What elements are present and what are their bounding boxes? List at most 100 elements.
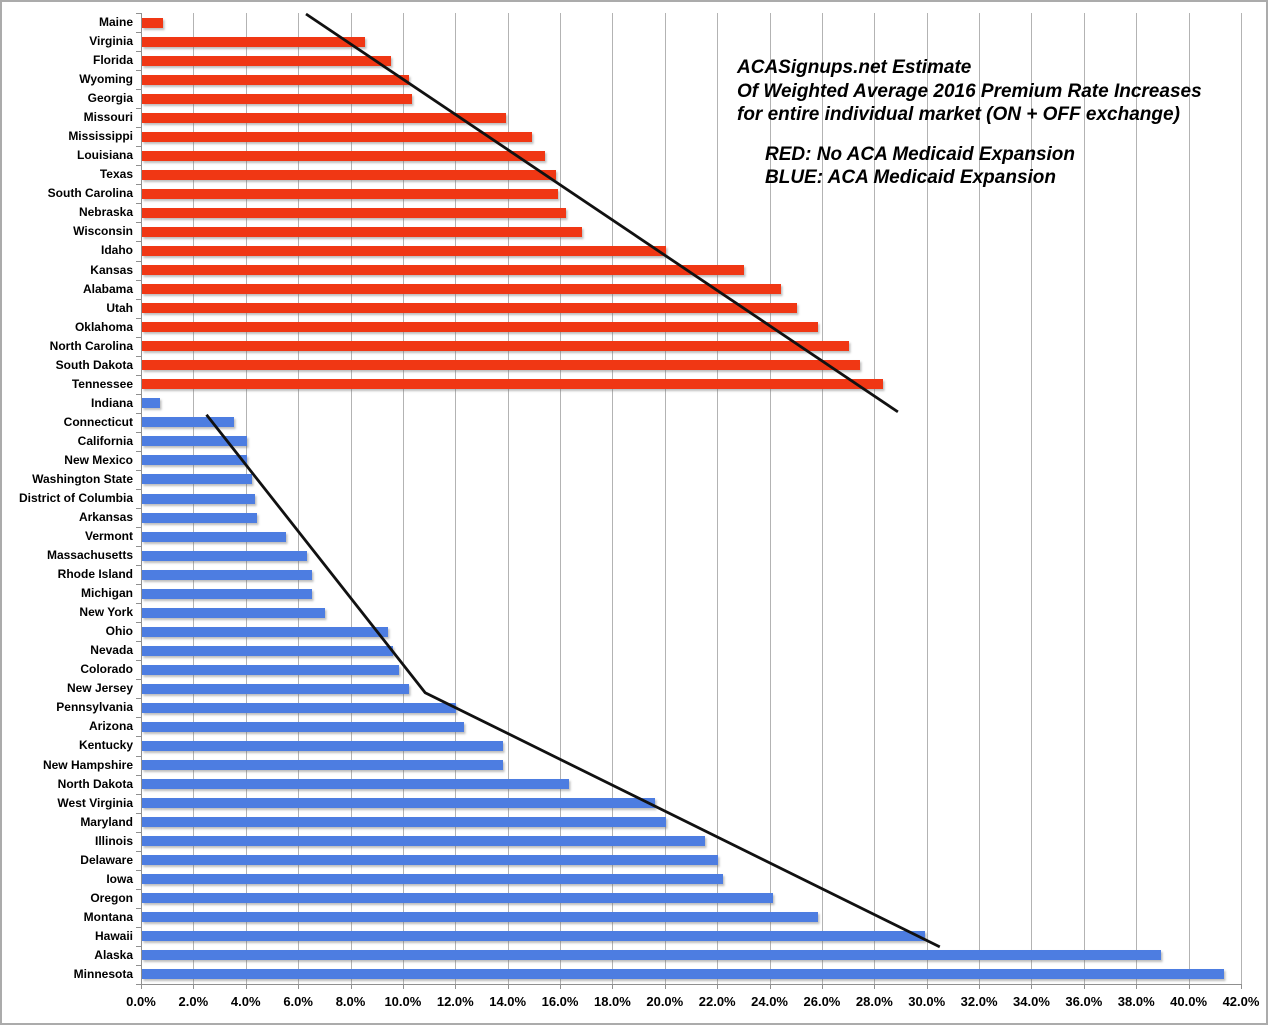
state-label: Indiana <box>90 395 133 410</box>
bar-alaska <box>142 950 1161 961</box>
bar-district-of-columbia <box>142 493 255 504</box>
bar-illinois <box>142 836 706 847</box>
bar-wyoming <box>142 74 410 85</box>
chart-title-block: ACASignups.net Estimate Of Weighted Aver… <box>737 56 1202 190</box>
y-axis-line <box>141 13 142 984</box>
y-axis-tick <box>136 945 141 947</box>
gridline <box>979 13 981 984</box>
state-label: Wisconsin <box>73 224 133 239</box>
y-axis-tick <box>136 51 141 53</box>
bar-california <box>142 436 247 447</box>
y-axis-tick <box>136 317 141 319</box>
gridline <box>1083 13 1085 984</box>
gridline <box>717 13 719 984</box>
y-axis-tick <box>136 717 141 719</box>
y-axis-tick <box>136 508 141 510</box>
state-label: Kentucky <box>78 738 133 753</box>
bar-oregon <box>142 893 774 904</box>
state-label: California <box>77 433 133 448</box>
bar-west-virginia <box>142 798 656 809</box>
legend-spacer <box>737 127 1202 143</box>
bar-missouri <box>142 112 507 123</box>
bar-utah <box>142 303 797 314</box>
x-axis-tick <box>193 984 195 989</box>
y-axis-tick <box>136 584 141 586</box>
legend-red-label: RED: No ACA Medicaid Expansion <box>765 143 1076 165</box>
x-axis-tick-label: 2.0% <box>178 994 209 1009</box>
x-axis-tick-label: 28.0% <box>855 994 893 1009</box>
state-label: Virginia <box>89 34 133 49</box>
state-label: North Carolina <box>49 338 133 353</box>
state-label: Montana <box>83 909 133 924</box>
bar-alabama <box>142 284 782 295</box>
state-label: Hawaii <box>94 928 133 943</box>
y-axis-tick <box>136 850 141 852</box>
bar-minnesota <box>142 969 1224 980</box>
x-axis-tick-label: 32.0% <box>960 994 998 1009</box>
x-axis-tick <box>769 984 771 989</box>
bar-oklahoma <box>142 322 818 333</box>
bar-idaho <box>142 245 666 256</box>
bar-indiana <box>142 398 161 409</box>
bar-louisiana <box>142 150 546 161</box>
x-axis-tick-label: 10.0% <box>384 994 422 1009</box>
x-axis-tick-label: 8.0% <box>335 994 366 1009</box>
x-axis-tick-label: 16.0% <box>541 994 579 1009</box>
state-label: New York <box>79 605 133 620</box>
x-axis-tick-label: 18.0% <box>593 994 631 1009</box>
y-axis-tick <box>136 431 141 433</box>
x-axis-tick-label: 42.0% <box>1222 994 1260 1009</box>
x-axis-tick <box>141 984 142 989</box>
x-axis-tick <box>874 984 876 989</box>
bar-hawaii <box>142 931 926 942</box>
state-label: Ohio <box>105 624 133 639</box>
bar-mississippi <box>142 131 533 142</box>
bar-nebraska <box>142 207 567 218</box>
y-axis-tick <box>136 926 141 928</box>
bar-virginia <box>142 36 365 47</box>
x-axis-tick <box>560 984 562 989</box>
y-axis-tick <box>136 89 141 91</box>
state-label: Florida <box>92 53 133 68</box>
state-label: District of Columbia <box>18 490 133 505</box>
x-axis-tick-label: 0.0% <box>126 994 156 1009</box>
y-axis-tick <box>136 184 141 186</box>
bar-kentucky <box>142 741 504 751</box>
x-axis-tick <box>926 984 928 989</box>
bar-new-jersey <box>142 683 410 694</box>
bar-iowa <box>142 874 724 885</box>
y-axis-tick <box>136 907 141 909</box>
state-label: Tennessee <box>71 376 133 391</box>
x-axis-tick <box>1136 984 1138 989</box>
state-label: Alaska <box>94 947 133 962</box>
y-axis-tick <box>136 888 141 890</box>
title-line-3: for entire individual market (ON + OFF e… <box>737 104 1180 125</box>
title-line-2: Of Weighted Average 2016 Premium Rate In… <box>737 80 1202 102</box>
x-axis-tick-label: 30.0% <box>908 994 946 1009</box>
state-label: Massachusetts <box>46 548 133 563</box>
y-axis-tick <box>136 793 141 795</box>
y-axis-tick <box>136 527 141 529</box>
x-axis-tick <box>1241 984 1242 989</box>
gridline <box>1136 13 1138 984</box>
bar-tennessee <box>142 379 884 390</box>
bar-texas <box>142 169 556 180</box>
x-axis-tick <box>455 984 457 989</box>
y-axis-tick <box>136 393 141 395</box>
state-label: South Carolina <box>47 186 133 201</box>
state-label: Mississippi <box>68 129 133 144</box>
y-axis-tick <box>136 622 141 624</box>
state-label: Idaho <box>101 243 133 258</box>
y-axis-tick <box>136 679 141 681</box>
x-axis-tick-label: 6.0% <box>283 994 313 1009</box>
bar-georgia <box>142 93 412 104</box>
bar-kansas <box>142 265 745 276</box>
y-axis-tick <box>136 641 141 643</box>
y-axis-tick <box>136 336 141 338</box>
bar-new-mexico <box>142 455 247 466</box>
bar-maine <box>142 17 163 28</box>
y-axis-tick <box>136 984 141 985</box>
bar-vermont <box>142 531 287 542</box>
x-axis-tick <box>1188 984 1190 989</box>
